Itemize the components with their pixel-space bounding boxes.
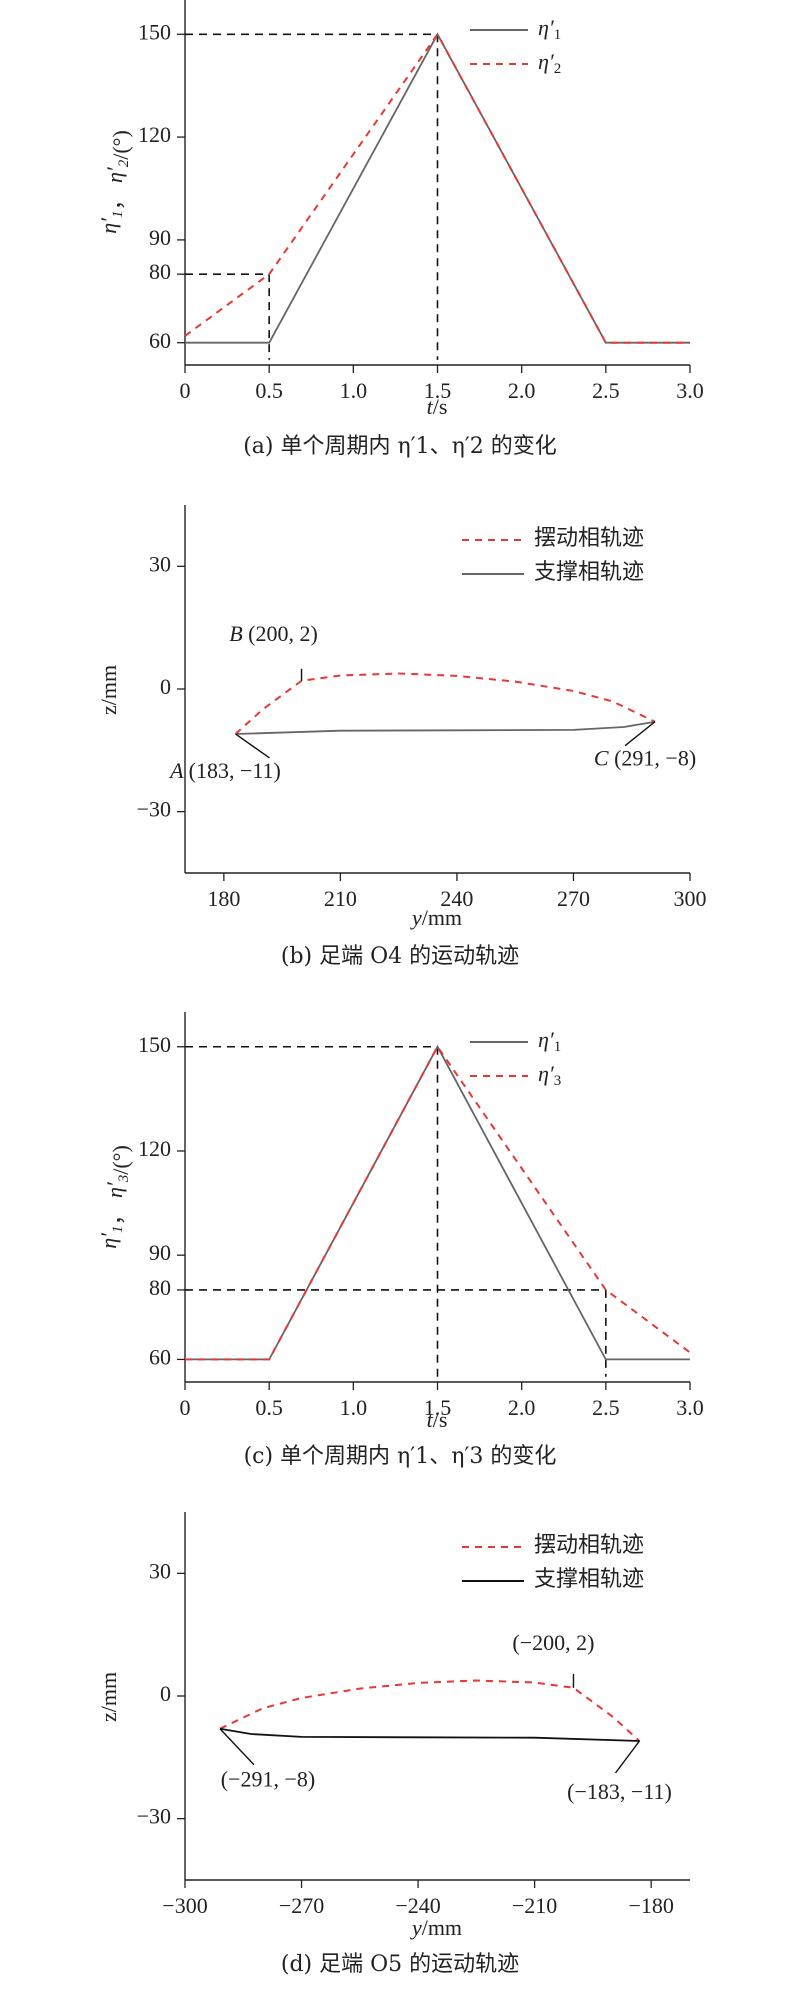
y-tick-label-d: −30	[137, 1804, 171, 1829]
x-tick-label-b: 180	[207, 886, 240, 911]
chart-c-svg: 0 0.5 1.0 1.5 2.0 2.5 3.0 60 80 90 120 150 t/s η′1， η…	[96, 1012, 704, 1432]
x-tick-label-d: −240	[395, 1893, 440, 1918]
series-line-a-0	[185, 32, 690, 344]
y-tick-label-c: 90	[149, 1240, 171, 1265]
annotation-label-d-2: (−183, −11)	[567, 1779, 672, 1804]
annotation-label-b-0: B (200, 2)	[229, 621, 318, 646]
annotation-leader-d-2	[614, 1740, 641, 1774]
x-tick-label-a: 2.5	[592, 378, 620, 403]
chart-panel-b: 180 210 240 270 300 30 0 −30 y/mm z/mm 摆动相轨迹 支撑相轨迹 B…	[0, 0, 800, 990]
caption-b: (b) 足端 O4 的运动轨迹	[280, 944, 520, 969]
x-axis-title-a: t/s	[427, 394, 448, 419]
x-tick-label-a: 0.5	[255, 378, 283, 403]
annotation-leader-b-1	[235, 733, 270, 759]
y-tick-label-a: 120	[138, 122, 171, 147]
x-tick-label-b: 300	[674, 886, 707, 911]
legend-label-a-0: η′1	[538, 15, 561, 43]
x-tick-label-d: −210	[512, 1893, 557, 1918]
annotation-label-d-0: (−200, 2)	[512, 1630, 594, 1655]
x-tick-label-b: 240	[440, 886, 473, 911]
x-tick-label-c: 3.0	[676, 1395, 704, 1420]
chart-b-svg: 180 210 240 270 300300−30y/mmz/mm摆动相轨迹支撑相轨迹B…	[96, 505, 707, 930]
y-tick-label-c: 80	[149, 1275, 171, 1300]
series-line-d-0	[219, 1679, 641, 1742]
x-tick-label-d: −180	[628, 1893, 673, 1918]
legend-label-c-1: η′3	[538, 1061, 561, 1089]
annotation-leader-d-1	[219, 1728, 255, 1766]
x-tick-label-a: 2.0	[508, 378, 536, 403]
y-tick-label-d: 30	[149, 1558, 171, 1583]
annotation-label-b-1: A (183, −11)	[168, 758, 281, 783]
legend-label-c-0: η′1	[538, 1027, 561, 1055]
y-tick-label-b: 30	[149, 551, 171, 576]
series-line-a-1	[184, 32, 690, 344]
x-axis-title-c: t/s	[427, 1407, 448, 1432]
series-line-c-1	[185, 1044, 691, 1361]
chart-panel-c: 0 0.5 1.0 1.5 2.0 2.5 3.0 60 80 90 120 150 t/s η′1， η…	[96, 1012, 704, 1469]
series-line-b-0	[234, 672, 656, 735]
x-axis-title-b: y/mm	[410, 905, 462, 930]
chart-panel-a: 0 0.5 1.0 1.5 2.0 2.5 3.0 60 80 90 120 150 t/s η′1， η…	[0, 0, 800, 470]
caption-a: (a) 单个周期内 η′1、η′2 的变化	[243, 434, 557, 459]
y-tick-label-c: 60	[149, 1344, 171, 1369]
y-tick-label-c: 150	[138, 1032, 171, 1057]
x-tick-label-c: 1.5	[424, 1395, 452, 1420]
legend-label-d-1: 支撑相轨迹	[534, 1566, 644, 1591]
y-tick-label-b: 0	[160, 674, 171, 699]
caption-c: (c) 单个周期内 η′1、η′3 的变化	[243, 1444, 557, 1469]
x-axis-title-d: y/mm	[410, 1915, 462, 1940]
x-tick-label-a: 1.0	[340, 378, 368, 403]
x-tick-label-c: 0	[180, 1395, 191, 1420]
x-tick-label-c: 2.5	[592, 1395, 620, 1420]
y-tick-label-a: 60	[149, 328, 171, 353]
y-tick-label-a: 90	[149, 225, 171, 250]
caption-d: (d) 足端 O5 的运动轨迹	[280, 1952, 520, 1977]
y-axis-title-c: η′1， η′3/(°)	[96, 1145, 133, 1249]
x-tick-label-b: 210	[324, 886, 357, 911]
legend-label-d-0: 摆动相轨迹	[534, 1532, 644, 1557]
series-line-b-1	[235, 720, 656, 735]
y-tick-label-a: 150	[138, 19, 171, 44]
x-tick-label-c: 2.0	[508, 1395, 536, 1420]
legend-label-a-1: η′2	[538, 49, 561, 77]
annotation-leader-b-2	[624, 721, 656, 747]
x-tick-label-c: 0.5	[255, 1395, 283, 1420]
x-tick-label-a: 1.5	[424, 378, 452, 403]
y-tick-label-c: 120	[138, 1136, 171, 1161]
annotation-label-b-2: C (291, −8)	[594, 746, 696, 771]
x-tick-label-a: 0	[180, 378, 191, 403]
y-axis-title-b: z/mm	[96, 665, 121, 715]
x-tick-label-b: 270	[557, 886, 590, 911]
series-line-d-1	[219, 1727, 640, 1742]
legend-label-b-0: 摆动相轨迹	[534, 525, 644, 550]
x-tick-label-c: 1.0	[340, 1395, 368, 1420]
x-tick-label-d: −300	[162, 1893, 207, 1918]
y-tick-label-b: −30	[137, 797, 171, 822]
x-tick-label-a: 3.0	[676, 378, 704, 403]
y-axis-title-d: z/mm	[96, 1672, 121, 1722]
y-tick-label-a: 80	[149, 259, 171, 284]
chart-a-svg: 0 0.5 1.0 1.5 2.0 2.5 3.0 60 80 90 120 150 t/s η′1， η…	[96, 0, 704, 419]
y-tick-label-d: 0	[160, 1681, 171, 1706]
x-tick-label-d: −270	[279, 1893, 324, 1918]
legend-label-b-1: 支撑相轨迹	[534, 559, 644, 584]
y-axis-title-a: η′1， η′2/(°)	[96, 130, 133, 234]
annotation-label-d-1: (−291, −8)	[221, 1767, 315, 1792]
